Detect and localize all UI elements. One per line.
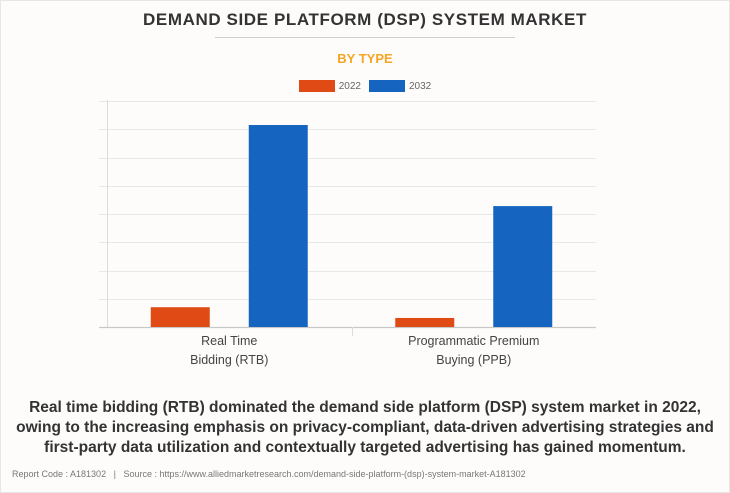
footer: Report Code : A181302 | Source : https:/… [12,469,526,479]
report-code: Report Code : A181302 [12,469,107,479]
bar-2032-rtb[interactable] [248,125,308,327]
source-link[interactable]: Source : https://www.alliedmarketresearc… [123,469,526,479]
category-label-line: Bidding (RTB) [190,353,269,367]
chart-subtitle: BY TYPE [337,51,393,66]
bar-2022-rtb[interactable] [150,307,210,327]
category-label-line: Programmatic Premium [408,334,540,348]
legend-item-2022[interactable]: 2022 [298,80,361,92]
axes [99,100,596,336]
legend-item-2032[interactable]: 2032 [369,80,431,92]
bar-2032-ppb[interactable] [493,206,553,327]
category-label-line: Real Time [201,334,258,348]
footer-separator: | [113,469,116,479]
category-label-ppb: Programmatic Premium Buying (PPB) [364,332,584,370]
chart-title: DEMAND SIDE PLATFORM (DSP) SYSTEM MARKET [143,10,587,29]
title-divider [215,37,515,38]
legend-label-2022: 2022 [338,80,361,92]
legend-swatch-2032 [369,80,405,92]
category-label-rtb: Real Time Bidding (RTB) [119,332,339,370]
category-label-line: Buying (PPB) [436,353,512,367]
bars [150,125,553,327]
bar-2022-ppb[interactable] [395,317,455,327]
legend-label-2032: 2032 [409,80,432,92]
legend-swatch-2022 [298,80,335,92]
summary-text: Real time bidding (RTB) dominated the de… [16,399,714,456]
legend: 2022 2032 [0,80,730,92]
